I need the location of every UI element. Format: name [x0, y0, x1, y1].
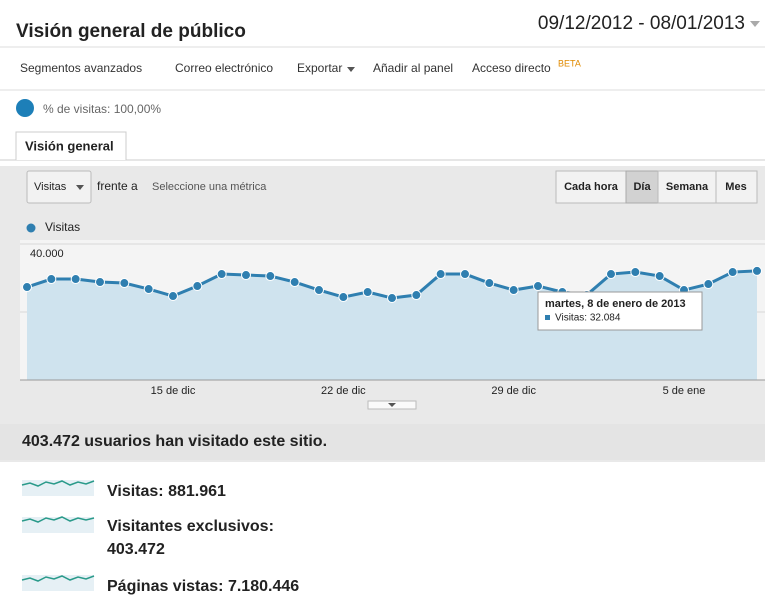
stat-label: Visitas:: [107, 483, 164, 500]
summary: 403.472 usuarios han visitado este sitio…: [22, 433, 327, 450]
period-label[interactable]: Cada hora: [564, 181, 619, 193]
sparkline: [21, 575, 95, 582]
point: [654, 271, 665, 282]
toolbar-item[interactable]: Añadir al panel: [373, 61, 453, 75]
stat-label: Visitantes exclusivos:: [107, 518, 274, 535]
point: [168, 291, 178, 302]
tab[interactable]: [15, 131, 127, 160]
tab-label[interactable]: Visión general: [25, 138, 114, 153]
point: [95, 277, 105, 288]
period-label[interactable]: Semana: [666, 181, 709, 193]
tooltip-marker: [545, 315, 550, 320]
point: [289, 277, 300, 288]
beta-badge: BETA: [558, 58, 581, 68]
y-tick-label: 40.000: [30, 248, 64, 260]
toolbar-item[interactable]: Exportar: [297, 61, 342, 75]
point: [22, 282, 32, 293]
point: [752, 265, 762, 276]
select-metric[interactable]: Seleccione una métrica: [152, 181, 267, 193]
point: [241, 270, 251, 281]
sparkline-bg: [22, 575, 94, 591]
x-tick-label: 5 de ene: [663, 385, 706, 397]
point: [435, 269, 446, 280]
point: [192, 281, 203, 292]
period-label[interactable]: Día: [633, 181, 651, 193]
point: [703, 279, 714, 290]
legend-label: Visitas: [45, 220, 80, 234]
x-tick-label: 29 de dic: [491, 385, 536, 397]
metric-dropdown[interactable]: [26, 170, 92, 204]
point: [533, 281, 543, 292]
segment-pie: [16, 99, 34, 117]
versus-label: frente a: [97, 179, 138, 193]
tooltip-text: Visitas: 32.084: [555, 313, 621, 324]
point: [314, 285, 324, 296]
point: [630, 267, 641, 278]
point: [119, 278, 130, 289]
summary-band: [0, 424, 765, 460]
point: [727, 267, 738, 278]
point: [46, 274, 57, 285]
stat: Visitas: 881.961: [107, 483, 226, 500]
toolbar-item[interactable]: Segmentos avanzados: [20, 61, 142, 75]
point: [143, 284, 154, 295]
stat: Páginas vistas: 7.180.446: [107, 578, 299, 595]
page-title: Visión general de público: [16, 21, 246, 42]
dropdown-arrow: [347, 67, 355, 72]
sparkline: [21, 516, 95, 523]
point: [362, 287, 373, 298]
date-arrow[interactable]: [750, 21, 760, 27]
point: [606, 269, 616, 280]
point: [216, 269, 227, 280]
point: [484, 278, 495, 289]
sparkline-bg: [22, 480, 94, 496]
period-button[interactable]: [657, 170, 717, 204]
dropdown-arrow: [76, 185, 84, 190]
tooltip-title: martes, 8 de enero de 2013: [545, 298, 686, 310]
toolbar-item[interactable]: Acceso directo: [472, 61, 551, 75]
legend-marker: [26, 223, 36, 233]
tooltip: [537, 291, 703, 331]
period-label[interactable]: Mes: [725, 181, 746, 193]
period-button[interactable]: [715, 170, 758, 204]
sparkline: [21, 480, 95, 487]
date-range[interactable]: 09/12/2012 - 08/01/2013: [538, 13, 745, 34]
stat-label: Páginas vistas:: [107, 578, 224, 595]
point: [508, 285, 519, 296]
x-tick-label: 22 de dic: [321, 385, 366, 397]
x-tick-label: 15 de dic: [151, 385, 196, 397]
point: [460, 269, 470, 280]
scroll-arrow: [388, 403, 396, 407]
metric-label[interactable]: Visitas: [34, 181, 67, 193]
stat-value: 7.180.446: [228, 578, 299, 595]
sparklines: [21, 480, 95, 591]
point: [411, 290, 422, 301]
period-button[interactable]: [555, 170, 627, 204]
segment-label: % de visitas: 100,00%: [43, 102, 161, 116]
stat-value: 403.472: [107, 541, 165, 558]
stat-value: 881.961: [168, 483, 226, 500]
point: [387, 293, 397, 304]
point: [338, 292, 349, 303]
point: [70, 274, 81, 285]
period-button-active[interactable]: [625, 170, 659, 204]
toolbar-item[interactable]: Correo electrónico: [175, 61, 273, 75]
point: [265, 271, 276, 282]
